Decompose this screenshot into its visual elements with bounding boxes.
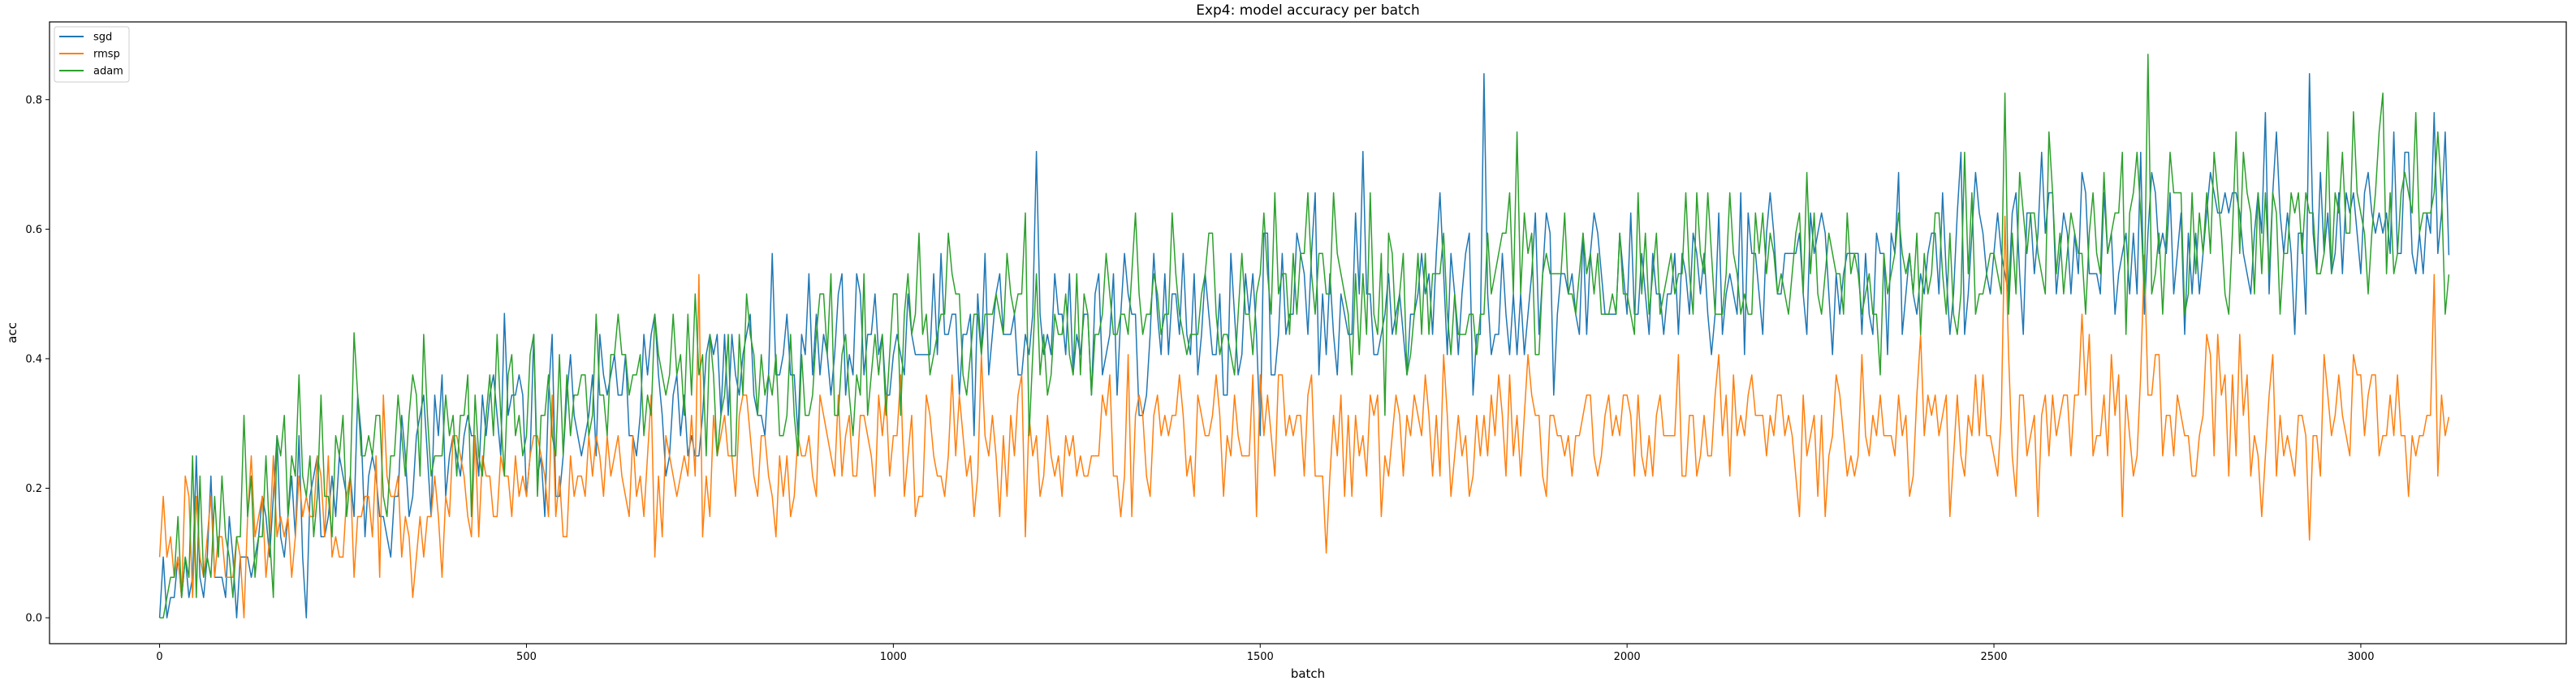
axes-frame xyxy=(49,21,2567,644)
y-axis-ticks: 0.0 0.2 0.4 0.6 0.8 xyxy=(25,94,50,625)
x-tick-label: 500 xyxy=(516,651,537,663)
x-tick-label: 2500 xyxy=(1980,651,2007,663)
chart-title: Exp4: model accuracy per batch xyxy=(1196,2,1420,19)
x-tick-label: 1000 xyxy=(880,651,907,663)
plot-area xyxy=(158,54,2450,619)
legend-box xyxy=(54,26,130,83)
legend: sgd rmsp adam xyxy=(54,26,130,83)
legend-label-adam: adam xyxy=(93,66,123,78)
x-axis-ticks: 0 500 1000 1500 2000 2500 3000 xyxy=(156,644,2374,663)
y-tick-label: 0.4 xyxy=(25,353,42,365)
y-tick-label: 0.8 xyxy=(25,94,42,106)
y-tick-label: 0.0 xyxy=(25,613,42,625)
axes xyxy=(49,21,2567,644)
series-line-rmsp xyxy=(158,215,2450,619)
x-tick-label: 2000 xyxy=(1614,651,1641,663)
legend-label-sgd: sgd xyxy=(93,32,112,44)
x-tick-label: 1500 xyxy=(1247,651,1274,663)
y-tick-label: 0.2 xyxy=(25,483,42,495)
x-axis-label: batch xyxy=(1291,666,1325,681)
y-tick-label: 0.6 xyxy=(25,224,42,236)
x-tick-label: 3000 xyxy=(2347,651,2374,663)
y-axis-label: acc xyxy=(5,322,19,343)
x-tick-label: 0 xyxy=(156,651,162,663)
legend-label-rmsp: rmsp xyxy=(93,49,120,61)
series-line-adam xyxy=(159,54,2450,619)
